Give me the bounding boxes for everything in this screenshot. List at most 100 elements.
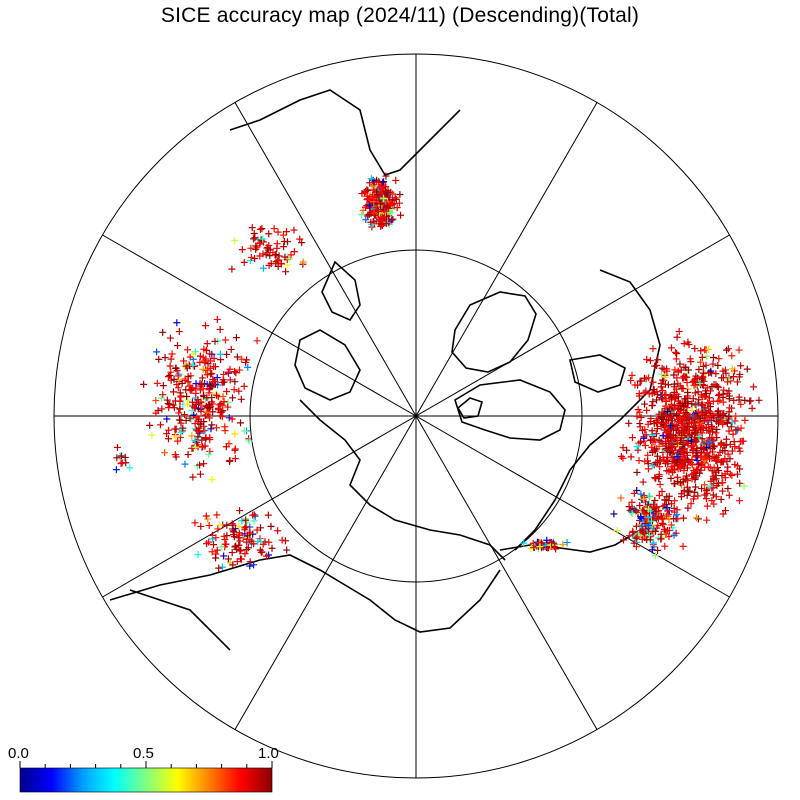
accuracy-marker (231, 237, 239, 245)
accuracy-marker (171, 451, 179, 459)
accuracy-marker (370, 198, 378, 206)
accuracy-marker (625, 503, 633, 511)
accuracy-marker (749, 383, 757, 391)
accuracy-marker (375, 178, 383, 186)
accuracy-marker (691, 345, 699, 353)
accuracy-marker (208, 382, 216, 390)
accuracy-marker (641, 457, 649, 465)
accuracy-marker (647, 517, 655, 525)
accuracy-marker (187, 416, 195, 424)
accuracy-marker (619, 454, 627, 462)
accuracy-marker (251, 234, 259, 242)
accuracy-marker (181, 411, 189, 419)
accuracy-marker (690, 381, 698, 389)
accuracy-marker (657, 379, 665, 387)
accuracy-marker (121, 453, 129, 461)
accuracy-marker (259, 540, 267, 548)
accuracy-marker (710, 453, 718, 461)
accuracy-marker (671, 403, 679, 411)
accuracy-marker (157, 394, 165, 402)
accuracy-marker (231, 445, 239, 453)
accuracy-marker (217, 543, 225, 551)
accuracy-marker (728, 471, 736, 479)
accuracy-marker (716, 448, 724, 456)
accuracy-marker (224, 555, 232, 563)
accuracy-marker (710, 414, 718, 422)
accuracy-marker (663, 365, 671, 373)
accuracy-marker (212, 424, 220, 432)
accuracy-marker (700, 481, 708, 489)
accuracy-marker (238, 246, 246, 254)
accuracy-marker (184, 346, 192, 354)
accuracy-marker (725, 427, 733, 435)
accuracy-marker (718, 418, 726, 426)
accuracy-marker (191, 420, 199, 428)
accuracy-marker (240, 427, 248, 435)
accuracy-marker (220, 378, 228, 386)
accuracy-marker (719, 374, 727, 382)
coastline-europe (294, 329, 361, 401)
accuracy-marker (203, 366, 211, 374)
accuracy-marker (649, 345, 657, 353)
accuracy-marker (226, 365, 234, 373)
accuracy-marker (648, 402, 656, 410)
accuracy-marker (362, 216, 370, 224)
accuracy-marker (741, 416, 749, 424)
accuracy-marker (248, 254, 255, 262)
accuracy-marker (230, 528, 238, 536)
accuracy-marker (230, 386, 238, 394)
accuracy-marker (253, 244, 261, 252)
accuracy-marker (736, 479, 744, 487)
accuracy-marker (188, 432, 196, 440)
accuracy-marker (266, 252, 274, 260)
accuracy-marker (358, 211, 366, 219)
accuracy-marker (632, 534, 640, 542)
accuracy-marker (703, 352, 711, 360)
accuracy-marker (737, 400, 745, 408)
accuracy-marker (206, 414, 214, 422)
accuracy-marker (655, 470, 663, 478)
accuracy-marker (216, 521, 224, 529)
accuracy-marker (656, 481, 664, 489)
accuracy-marker (206, 447, 214, 455)
accuracy-marker (690, 415, 698, 423)
accuracy-marker (382, 172, 390, 180)
accuracy-marker (640, 493, 648, 501)
accuracy-marker (673, 422, 681, 430)
accuracy-marker (672, 423, 680, 431)
accuracy-marker (655, 442, 663, 450)
accuracy-marker (220, 370, 228, 378)
accuracy-marker (265, 230, 273, 238)
accuracy-marker (197, 407, 205, 415)
accuracy-marker (200, 345, 208, 353)
accuracy-marker (219, 392, 227, 400)
accuracy-marker (661, 391, 669, 399)
accuracy-marker (389, 215, 397, 223)
accuracy-marker (367, 175, 375, 183)
accuracy-marker (520, 539, 528, 547)
accuracy-marker (714, 479, 722, 487)
accuracy-marker (241, 550, 249, 558)
accuracy-marker (267, 522, 275, 530)
accuracy-marker (671, 480, 679, 488)
coastline-north-america (514, 269, 661, 551)
accuracy-marker (223, 521, 231, 529)
accuracy-marker (684, 413, 692, 421)
coastline-europe-2 (229, 89, 461, 176)
accuracy-marker (552, 545, 560, 553)
accuracy-marker (202, 435, 210, 443)
accuracy-marker (392, 176, 400, 184)
accuracy-marker (660, 525, 668, 533)
accuracy-marker (693, 514, 701, 522)
accuracy-marker (664, 408, 672, 416)
accuracy-marker (170, 375, 178, 383)
accuracy-marker (658, 370, 666, 378)
accuracy-marker (633, 443, 641, 451)
accuracy-marker (167, 368, 175, 376)
accuracy-marker (649, 398, 657, 406)
accuracy-marker (152, 409, 160, 417)
accuracy-marker (155, 355, 163, 363)
accuracy-marker (699, 393, 707, 401)
accuracy-marker (667, 393, 675, 401)
accuracy-marker (730, 438, 738, 446)
